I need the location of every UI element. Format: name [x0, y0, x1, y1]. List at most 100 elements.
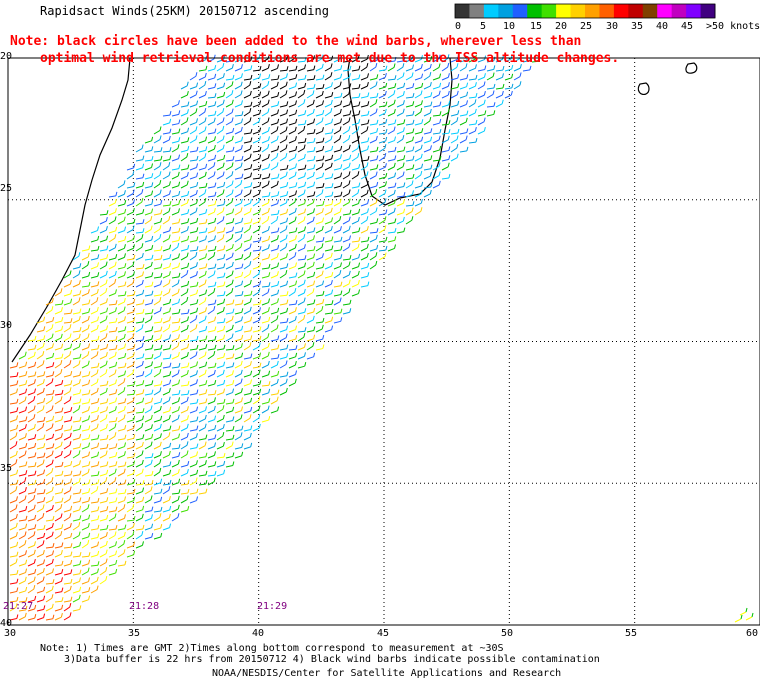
wind-barb: [342, 288, 351, 297]
wind-barb: [99, 549, 108, 558]
wind-barb: [261, 198, 270, 207]
wind-barb: [315, 110, 325, 117]
wind-barb: [153, 297, 162, 306]
wind-barb: [27, 335, 37, 342]
wind-barb: [333, 281, 343, 288]
legend-label-0: 0: [455, 21, 462, 32]
wind-barb: [189, 433, 198, 441]
wind-barb: [99, 279, 108, 288]
legend-swatch: [570, 4, 586, 18]
legend-border: [454, 3, 716, 19]
lat-label-25: -25: [0, 183, 13, 194]
wind-barb: [297, 110, 307, 117]
wind-barb: [207, 73, 217, 81]
wind-barb: [72, 405, 81, 414]
lat-label-20: -20: [0, 51, 13, 62]
wind-barb: [45, 477, 54, 486]
wind-barb: [216, 452, 226, 459]
wind-barb: [135, 524, 145, 531]
wind-barb: [81, 415, 91, 423]
wind-barb: [306, 90, 315, 99]
wind-barb: [252, 109, 262, 117]
wind-barb: [144, 315, 153, 324]
wind-barb: [108, 568, 118, 576]
wind-barb: [324, 245, 334, 252]
wind-barb: [279, 101, 289, 108]
wind-barb: [324, 236, 334, 243]
wind-barb: [108, 208, 117, 216]
wind-barb: [378, 245, 388, 252]
wind-barb: [216, 107, 225, 117]
wind-barb: [189, 335, 199, 342]
wind-barb: [333, 262, 343, 270]
wind-barb: [117, 479, 127, 486]
wind-barb: [441, 173, 451, 180]
wind-barb: [405, 72, 414, 81]
wind-barb: [207, 101, 217, 108]
wind-barb: [153, 398, 163, 405]
wind-barb: [360, 272, 370, 279]
wind-barb: [153, 326, 163, 333]
wind-barb: [378, 252, 387, 261]
wind-barb: [63, 309, 73, 315]
wind-barb: [45, 433, 55, 441]
wind-barb: [117, 216, 126, 225]
wind-barb: [216, 82, 226, 90]
wind-barb: [306, 280, 316, 288]
wind-barb: [378, 181, 387, 189]
wind-barb: [306, 261, 315, 270]
wind-barb: [36, 469, 46, 477]
wind-barb: [72, 326, 82, 333]
wind-barb: [351, 144, 360, 153]
wind-barb: [477, 117, 486, 126]
wind-barb: [198, 351, 207, 360]
wind-barb: [198, 289, 208, 297]
wind-barb: [423, 182, 433, 189]
wind-barb: [414, 128, 424, 135]
wind-barb: [369, 135, 378, 144]
wind-barb: [225, 345, 235, 351]
wind-barb: [180, 244, 190, 252]
wind-barb: [180, 488, 190, 495]
wind-barb: [216, 306, 225, 315]
wind-barb: [81, 595, 91, 603]
wind-barb: [171, 164, 181, 171]
wind-barb: [45, 352, 55, 360]
wind-barb: [189, 217, 199, 225]
wind-barb: [90, 568, 100, 576]
wind-barb: [99, 443, 109, 450]
wind-barb: [18, 433, 27, 441]
wind-barb: [234, 432, 243, 441]
wind-barb: [189, 379, 198, 387]
wind-barb: [135, 234, 144, 243]
wind-barb: [90, 479, 100, 486]
wind-barb: [414, 163, 424, 171]
wind-barb: [342, 308, 352, 315]
wind-barb: [270, 216, 279, 225]
wind-barb: [81, 252, 90, 261]
wind-barb: [45, 467, 54, 477]
wind-barb: [162, 201, 172, 207]
wind-barb: [378, 163, 387, 171]
wind-barb: [144, 136, 154, 144]
wind-barb: [270, 289, 280, 297]
wind-barb: [288, 352, 298, 360]
wind-barb: [171, 406, 180, 414]
wind-barb: [90, 324, 99, 333]
wind-barb: [63, 522, 72, 531]
wind-barb: [171, 100, 180, 108]
wind-barb: [90, 406, 100, 414]
wind-barb: [234, 111, 244, 117]
wind-barb: [27, 452, 37, 459]
wind-barb: [126, 424, 136, 432]
wind-barb: [153, 135, 162, 144]
wind-barb: [36, 360, 45, 369]
wind-barb: [468, 64, 477, 72]
wind-barb: [27, 351, 36, 360]
wind-barb: [441, 146, 451, 153]
wind-barb: [90, 378, 99, 387]
wind-barb: [378, 209, 388, 216]
wind-barb: [18, 477, 27, 486]
wind-barb: [432, 135, 441, 144]
wind-barb: [432, 90, 441, 99]
